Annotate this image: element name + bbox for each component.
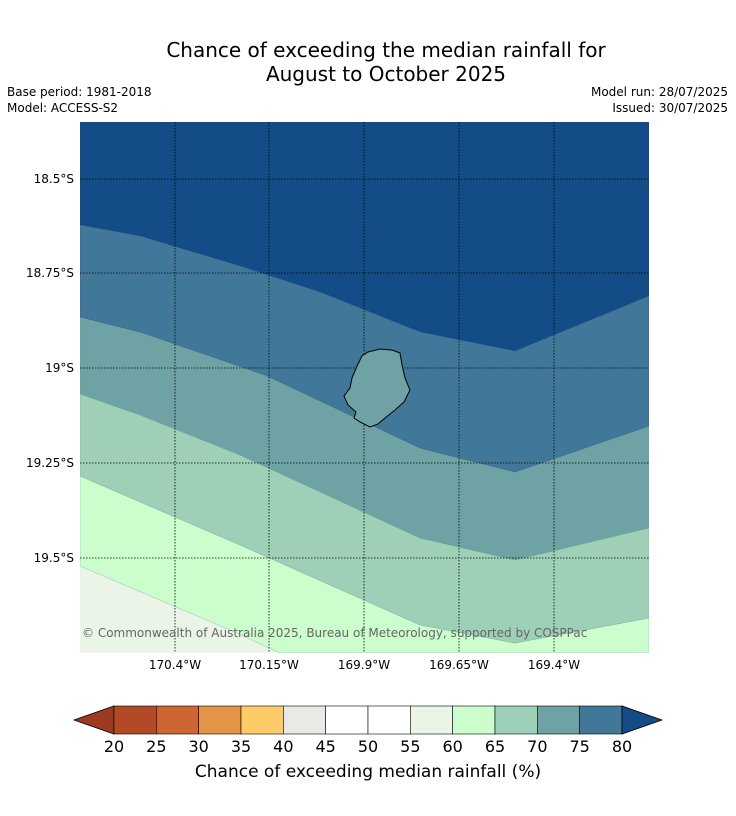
lat-label: 19.5°S [34, 551, 74, 565]
colorbar-tick-label: 50 [358, 737, 378, 756]
colorbar-segment [410, 705, 453, 735]
colorbar-tick-label: 60 [442, 737, 462, 756]
colorbar-segment [367, 705, 411, 735]
colorbar: 20 25 30 35 40 45 50 55 60 65 70 75 80 [72, 705, 664, 756]
colorbar-tick-label: 35 [231, 737, 251, 756]
colorbar-extension-high [621, 705, 664, 735]
lon-label: 169.9°W [338, 658, 390, 672]
lat-label: 18.5°S [34, 172, 74, 186]
chart-title: Chance of exceeding the median rainfall … [0, 38, 736, 86]
meta-right: Model run: 28/07/2025 Issued: 30/07/2025 [591, 84, 728, 116]
colorbar-tick-label: 25 [146, 737, 166, 756]
colorbar-segment [240, 705, 284, 735]
colorbar-tick-label: 65 [485, 737, 505, 756]
island-outline [343, 348, 411, 428]
colorbar-segment [113, 705, 157, 735]
longitude-labels: 170.4°W 170.15°W 169.9°W 169.65°W 169.4°… [149, 658, 580, 672]
colorbar-tick-label: 80 [612, 737, 632, 756]
colorbar-segment [283, 705, 326, 735]
colorbar-extension-low [72, 705, 115, 735]
colorbar-tick-label: 20 [104, 737, 124, 756]
model-name: Model: ACCESS-S2 [7, 101, 119, 115]
map-panel: © Commonwealth of Australia 2025, Bureau… [80, 122, 649, 653]
band-light [80, 566, 649, 653]
copyright-text: © Commonwealth of Australia 2025, Bureau… [82, 626, 587, 640]
colorbar-segment [537, 705, 580, 735]
colorbar-tick-label: 45 [315, 737, 335, 756]
lat-label: 18.75°S [26, 266, 74, 280]
gridlines [80, 122, 649, 653]
colorbar-label: Chance of exceeding median rainfall (%) [194, 762, 542, 782]
meta-left: Base period: 1981-2018 Model: ACCESS-S2 [7, 84, 152, 116]
model-run: Model run: 28/07/2025 [590, 85, 728, 99]
lon-label: 170.4°W [149, 658, 201, 672]
colorbar-segment [156, 705, 199, 735]
colorbar-segment [198, 705, 242, 735]
issued-date: Issued: 30/07/2025 [612, 101, 728, 115]
colorbar-segment [325, 705, 369, 735]
colorbar-tick-label: 40 [273, 737, 293, 756]
colorbar-segment [494, 705, 538, 735]
colorbar-tick-label: 70 [527, 737, 547, 756]
colorbar-segment [452, 705, 496, 735]
colorbar-tick-label: 75 [569, 737, 589, 756]
colorbar-tick-label: 55 [400, 737, 420, 756]
base-period: Base period: 1981-2018 [7, 85, 152, 99]
lat-label: 19°S [45, 361, 74, 375]
title-line-1: Chance of exceeding the median rainfall … [166, 38, 606, 62]
lat-label: 19.25°S [26, 456, 74, 470]
colorbar-segment [579, 705, 623, 735]
lon-label: 169.4°W [528, 658, 580, 672]
band-80-85 [80, 224, 649, 473]
latitude-labels: 18.5°S 18.75°S 19°S 19.25°S 19.5°S [26, 172, 74, 565]
colorbar-tick-label: 30 [188, 737, 208, 756]
lon-label: 169.65°W [429, 658, 489, 672]
title-line-2: August to October 2025 [265, 62, 507, 86]
lon-label: 170.15°W [239, 658, 299, 672]
